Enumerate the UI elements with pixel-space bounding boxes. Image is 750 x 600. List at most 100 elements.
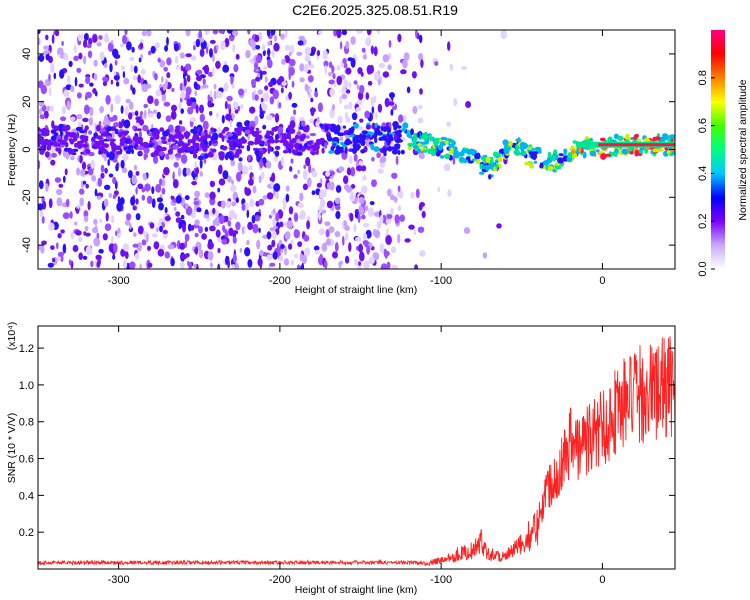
spectrogram-cell	[170, 110, 177, 120]
spectrogram-cell	[284, 30, 288, 39]
spectrogram-cell	[331, 104, 336, 111]
spectrogram-cell	[147, 95, 154, 104]
spectrogram-cell	[306, 177, 312, 188]
spectrogram-cell	[437, 186, 441, 193]
spectrogram-cell	[84, 215, 89, 223]
spectrogram-ridge-cell	[170, 136, 174, 140]
spectrogram-cell	[355, 236, 362, 242]
spectrogram-cell	[186, 98, 192, 107]
snr-x-axis-label: Height of straight line (km)	[295, 584, 418, 596]
spectrogram-cell	[112, 158, 118, 163]
spectrogram-cell	[231, 201, 237, 207]
spectrogram-cell	[190, 225, 195, 231]
spectrogram-cell	[178, 102, 182, 111]
spectrogram-cell	[342, 235, 345, 246]
spectrogram-cell	[85, 183, 89, 189]
spectrogram-cell	[163, 101, 171, 107]
spectrogram-ridge-cell	[636, 138, 642, 143]
spectrogram-cell	[273, 42, 280, 52]
spectrogram-ridge-cell	[79, 134, 86, 140]
spectrogram-cell	[190, 55, 197, 61]
spectrogram-cell	[79, 188, 85, 195]
spectrogram-cell	[207, 251, 214, 261]
spectrogram-ridge-cell	[324, 142, 328, 149]
spectrogram-ridge-cell	[624, 136, 631, 140]
spectrogram-cell	[324, 65, 328, 75]
spectrogram-ridge-cell	[287, 124, 293, 130]
spectrogram-cell	[60, 229, 65, 234]
spectrogram-cell	[86, 44, 92, 49]
spectrogram-cell	[434, 61, 439, 66]
spectrogram-cell	[118, 121, 121, 129]
spectrogram-ridge-cell	[380, 126, 384, 132]
spectrogram-cell	[335, 204, 341, 211]
spectrogram-cell	[125, 98, 131, 104]
spectrogram-ridge-cell	[46, 145, 51, 151]
spectrogram-cell	[39, 108, 42, 116]
spectrogram-ridge-cell	[444, 140, 449, 144]
spectrogram-ridge-cell	[488, 174, 492, 180]
spectrogram-ridge-cell	[68, 148, 75, 155]
spectrogram-cell	[195, 104, 199, 114]
spectrogram-ridge-cell	[266, 133, 270, 138]
spectrogram-ridge-cell	[153, 129, 160, 136]
spectrogram-cell	[285, 185, 290, 192]
spectrogram-cell	[73, 45, 77, 53]
spectrogram-cell	[164, 207, 168, 214]
spectrogram-cell	[201, 233, 208, 240]
spectrogram-cell	[362, 175, 367, 181]
spectrogram-cell	[84, 225, 89, 232]
spectrogram-ridge-cell	[392, 121, 399, 128]
spectrogram-cell	[325, 229, 330, 238]
spectrogram-cell	[140, 54, 144, 59]
spectrogram-ridge-cell	[136, 136, 144, 142]
spectrogram-cell	[443, 163, 451, 172]
spectrogram-cell	[288, 206, 294, 215]
spectrogram-ridge-cell	[117, 131, 124, 137]
spectrogram-cell	[162, 229, 168, 235]
spectrogram-ridge-cell	[193, 126, 197, 132]
spectrogram-cell	[293, 212, 299, 222]
spectrogram-cell	[228, 227, 234, 237]
spectrogram-ridge-cell	[416, 132, 421, 138]
spectrogram-cell	[339, 136, 344, 141]
spectrogram-cell	[227, 220, 231, 227]
spectrogram-ridge-cell	[524, 161, 530, 166]
spectrogram-cell	[83, 33, 89, 41]
spectrogram-cell	[185, 53, 192, 58]
spectrogram-ridge-cell	[444, 153, 451, 160]
spectrogram-cell	[261, 103, 268, 112]
spectrogram-cell	[96, 195, 102, 200]
spectrogram-cell	[142, 230, 147, 236]
snr-y-tick-label: 1.2	[19, 343, 34, 355]
spectrogram-cell	[248, 178, 254, 186]
spectrogram-cell	[234, 262, 239, 269]
spectrogram-cell	[239, 247, 243, 253]
spectrogram-cell	[105, 94, 111, 105]
spectrogram-cell	[59, 69, 65, 79]
spectrogram-cell	[48, 222, 55, 231]
spectrogram-ridge-cell	[148, 143, 153, 148]
spectrogram-ridge-cell	[275, 133, 279, 141]
spectrogram-ridge-cell	[142, 124, 149, 132]
spectrogram-ridge-cell	[106, 151, 110, 158]
spectrogram-cell	[114, 94, 121, 105]
spectrogram-cell	[336, 30, 342, 39]
spectrogram-cell	[199, 159, 203, 169]
spectrogram-cell	[323, 260, 328, 269]
spectrogram-ridge-cell	[378, 137, 383, 141]
spectrogram-cell	[256, 239, 261, 250]
spectrogram-cell	[75, 208, 80, 214]
spectrogram-cell	[255, 45, 261, 50]
spectrogram-ridge-cell	[274, 150, 280, 157]
spectrogram-cell	[271, 239, 276, 248]
spectrogram-ridge-cell	[321, 147, 325, 154]
spectrogram-ridge-cell	[81, 143, 89, 148]
spectrogram-cell	[165, 115, 172, 122]
spectrogram-ridge-cell	[175, 154, 182, 158]
spectrogram-cell	[217, 236, 222, 243]
spectrogram-cell	[122, 243, 130, 251]
spectrogram-cell	[130, 84, 133, 91]
spectrogram-cell	[138, 57, 142, 63]
spectrogram-ridge-cell	[488, 162, 493, 170]
